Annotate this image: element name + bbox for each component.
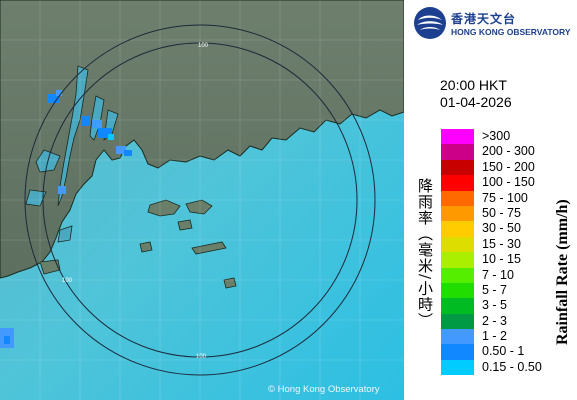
legend-swatch: [441, 298, 474, 314]
timestamp-date: 01-04-2026: [440, 94, 512, 110]
observatory-emblem-icon: [414, 7, 446, 39]
range-ring-label-north: 100: [198, 43, 209, 49]
legend-swatch: [441, 144, 474, 160]
legend-label: >300: [482, 129, 511, 143]
legend-swatch: [441, 221, 474, 237]
legend-label: 0.50 - 1: [482, 344, 525, 359]
legend-unit-chinese: 降雨率（毫米/小時）: [416, 178, 434, 329]
legend-row: 200 - 300: [441, 144, 571, 160]
legend-row: 3 - 5: [441, 298, 571, 314]
legend-row: 1 - 2: [441, 329, 571, 345]
legend-swatch: [441, 190, 474, 206]
legend-label: 100 - 150: [482, 175, 535, 190]
legend-swatch: [441, 236, 474, 253]
legend-row: 50 - 75: [441, 205, 571, 222]
legend-row: 30 - 50: [441, 221, 571, 237]
legend-row: 15 - 30: [441, 236, 571, 253]
legend-label: 30 - 50: [482, 221, 521, 236]
legend-label: 200 - 300: [482, 144, 535, 159]
legend-label: 75 - 100: [482, 190, 528, 205]
legend-swatch: [441, 344, 474, 360]
legend-panel: 香港天文台 HONG KONG OBSERVATORY 20:00 HKT 01…: [404, 0, 577, 400]
legend-row: 75 - 100: [441, 190, 571, 206]
logo-english-text: HONG KONG OBSERVATORY: [451, 27, 571, 37]
legend-row: 0.15 - 0.50: [441, 359, 571, 376]
range-rings: [24, 24, 376, 376]
timestamp-time: 20:00 HKT: [440, 77, 507, 93]
legend-row: >300: [441, 129, 571, 145]
legend-swatch: [441, 252, 474, 268]
legend-row: 5 - 7: [441, 282, 571, 299]
legend-swatch: [441, 129, 474, 145]
legend-label: 7 - 10: [482, 267, 514, 282]
legend-swatch: [441, 359, 474, 376]
legend-swatch: [441, 175, 474, 191]
legend-label: 15 - 30: [482, 236, 521, 251]
copyright-notice: © Hong Kong Observatory: [268, 384, 380, 395]
legend-swatch: [441, 159, 474, 176]
legend-row: 150 - 200: [441, 159, 571, 176]
logo-chinese-text: 香港天文台: [451, 12, 517, 26]
legend-swatch: [441, 282, 474, 299]
legend-swatch: [441, 205, 474, 222]
legend-label: 150 - 200: [482, 159, 535, 174]
observatory-logo: 香港天文台 HONG KONG OBSERVATORY: [413, 6, 573, 42]
radar-map: 100 100 100: [0, 0, 404, 400]
range-ring-label-west: 100: [62, 278, 73, 284]
rainfall-echoes: [0, 90, 132, 348]
rainfall-legend: >300 200 - 300 150 - 200 100 - 150 75 - …: [441, 129, 571, 376]
legend-swatch: [441, 313, 474, 330]
legend-label: 5 - 7: [482, 282, 508, 297]
legend-row: 7 - 10: [441, 267, 571, 283]
legend-swatch: [441, 267, 474, 283]
legend-row: 10 - 15: [441, 252, 571, 268]
legend-label: 2 - 3: [482, 313, 508, 328]
grid-lines: [0, 0, 404, 400]
legend-swatch: [441, 329, 474, 345]
legend-label: 50 - 75: [482, 205, 521, 220]
mainland: [0, 0, 404, 279]
legend-row: 0.50 - 1: [441, 344, 571, 360]
legend-label: 10 - 15: [482, 252, 521, 267]
legend-row: 2 - 3: [441, 313, 571, 330]
legend-label: 3 - 5: [482, 298, 508, 313]
legend-label: 0.15 - 0.50: [482, 359, 542, 374]
range-ring-label-south: 100: [196, 354, 207, 360]
hong-kong-islands: [39, 199, 237, 289]
legend-label: 1 - 2: [482, 329, 508, 344]
legend-row: 100 - 150: [441, 175, 571, 191]
